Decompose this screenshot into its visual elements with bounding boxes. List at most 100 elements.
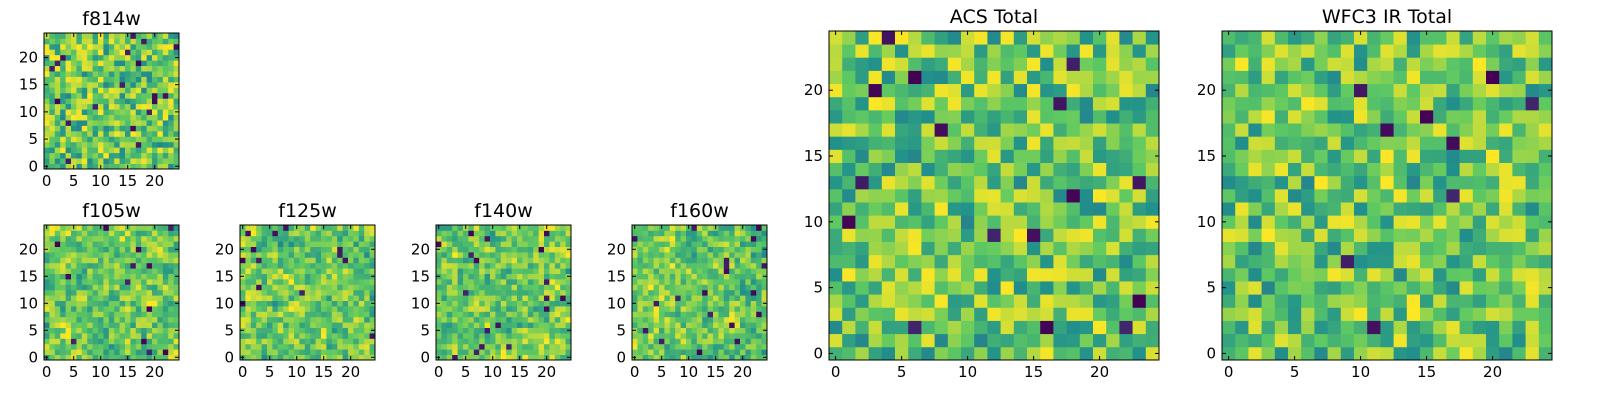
heatmap-cell [868, 149, 883, 163]
heatmap-cell [1301, 254, 1315, 269]
heatmap-cell [446, 322, 453, 328]
heatmap-cell [353, 257, 360, 264]
heatmap-cell [648, 295, 654, 301]
heatmap-cell [54, 343, 61, 350]
heatmap-cell [1367, 254, 1381, 269]
heatmap-cell [441, 284, 448, 291]
heatmap-cell [168, 338, 174, 345]
heatmap-cell [119, 241, 126, 247]
heatmap-cell [1119, 215, 1133, 229]
heatmap-cell [141, 246, 147, 253]
heatmap-cell [173, 252, 180, 258]
heatmap-cell [642, 354, 649, 361]
heatmap-cell [1354, 96, 1368, 111]
heatmap-cell [321, 338, 327, 345]
heatmap-cell [855, 267, 869, 282]
heatmap-cell [141, 33, 147, 39]
x-tick-label: 10 [958, 363, 977, 381]
heatmap-cell [457, 235, 464, 242]
heatmap-cell [473, 343, 480, 350]
heatmap-cell [76, 43, 83, 50]
heatmap-cell [108, 354, 115, 361]
heatmap-cell [1040, 149, 1054, 163]
heatmap-cell [1093, 136, 1107, 150]
heatmap-cell [1079, 96, 1094, 111]
heatmap-cell [1093, 31, 1107, 45]
heatmap-cell [446, 225, 453, 231]
heatmap-cell [484, 327, 491, 334]
heatmap-cell [114, 49, 120, 56]
heatmap-cell [87, 338, 93, 345]
heatmap-cell [135, 130, 142, 137]
heatmap-cell [1459, 57, 1474, 71]
heatmap-cell [1106, 123, 1120, 137]
heatmap-cell [87, 141, 93, 148]
heatmap-cell [549, 316, 556, 323]
heatmap-cell [490, 295, 496, 301]
heatmap-cell [1433, 175, 1447, 190]
heatmap-cell [680, 349, 687, 355]
heatmap-cell [664, 273, 671, 280]
heatmap-cell [934, 162, 949, 177]
heatmap-cell [92, 289, 99, 296]
heatmap-cell [76, 33, 83, 39]
heatmap-cell [1013, 333, 1028, 348]
heatmap-cell [842, 281, 856, 295]
heatmap-cell [829, 70, 843, 85]
heatmap-cell [1040, 175, 1054, 190]
heatmap-cell [54, 279, 61, 285]
heatmap-cell [648, 327, 654, 334]
heatmap-cell [1053, 162, 1067, 177]
heatmap-cell [533, 289, 539, 296]
heatmap-cell [696, 354, 703, 361]
heatmap-cell [756, 262, 762, 269]
heatmap-cell [245, 230, 252, 237]
heatmap-cell [288, 354, 295, 361]
heatmap-cell [1119, 228, 1133, 242]
heatmap-cell [549, 300, 556, 307]
heatmap-cell [691, 230, 698, 237]
heatmap-cell [1027, 333, 1041, 348]
heatmap-cell [436, 306, 442, 312]
heatmap-cell [495, 338, 502, 345]
heatmap-cell [750, 284, 757, 291]
heatmap-cell [114, 92, 120, 99]
heatmap-cell [881, 281, 896, 295]
heatmap-cell [691, 333, 698, 339]
heatmap-cell [1327, 44, 1342, 58]
heatmap-cell [331, 257, 338, 264]
heatmap-cell [315, 322, 322, 328]
heatmap-cell [565, 306, 572, 312]
heatmap-cell [146, 98, 153, 105]
heatmap-cell [114, 252, 120, 258]
heatmap-cell [141, 76, 147, 83]
heatmap-cell [1512, 136, 1526, 150]
heatmap-cell [125, 114, 131, 121]
heatmap-cell [92, 76, 99, 83]
heatmap-cell [108, 163, 115, 170]
heatmap-cell [1340, 57, 1355, 71]
heatmap-cell [1106, 320, 1120, 335]
heatmap-cell [495, 295, 502, 301]
heatmap-cell [707, 349, 714, 355]
heatmap-cell [1119, 202, 1133, 216]
heatmap-cell [522, 225, 529, 231]
heatmap-cell [565, 252, 572, 258]
heatmap-cell [1040, 215, 1054, 229]
heatmap-cell [321, 343, 327, 350]
heatmap-cell [479, 311, 485, 318]
heatmap-cell [680, 333, 687, 339]
heatmap-cell [54, 284, 61, 291]
heatmap-cell [81, 316, 88, 323]
heatmap-cell [288, 295, 295, 301]
heatmap-cell [1499, 228, 1513, 242]
heatmap-cell [299, 284, 306, 291]
x-tick-label: 20 [537, 363, 556, 381]
heatmap-cell [65, 109, 72, 115]
heatmap-cell [648, 279, 654, 285]
heatmap-cell [130, 120, 137, 126]
heatmap-cell [947, 307, 962, 321]
heatmap-cell [664, 289, 671, 296]
heatmap-cell [1274, 228, 1289, 242]
heatmap-cell [506, 268, 512, 274]
